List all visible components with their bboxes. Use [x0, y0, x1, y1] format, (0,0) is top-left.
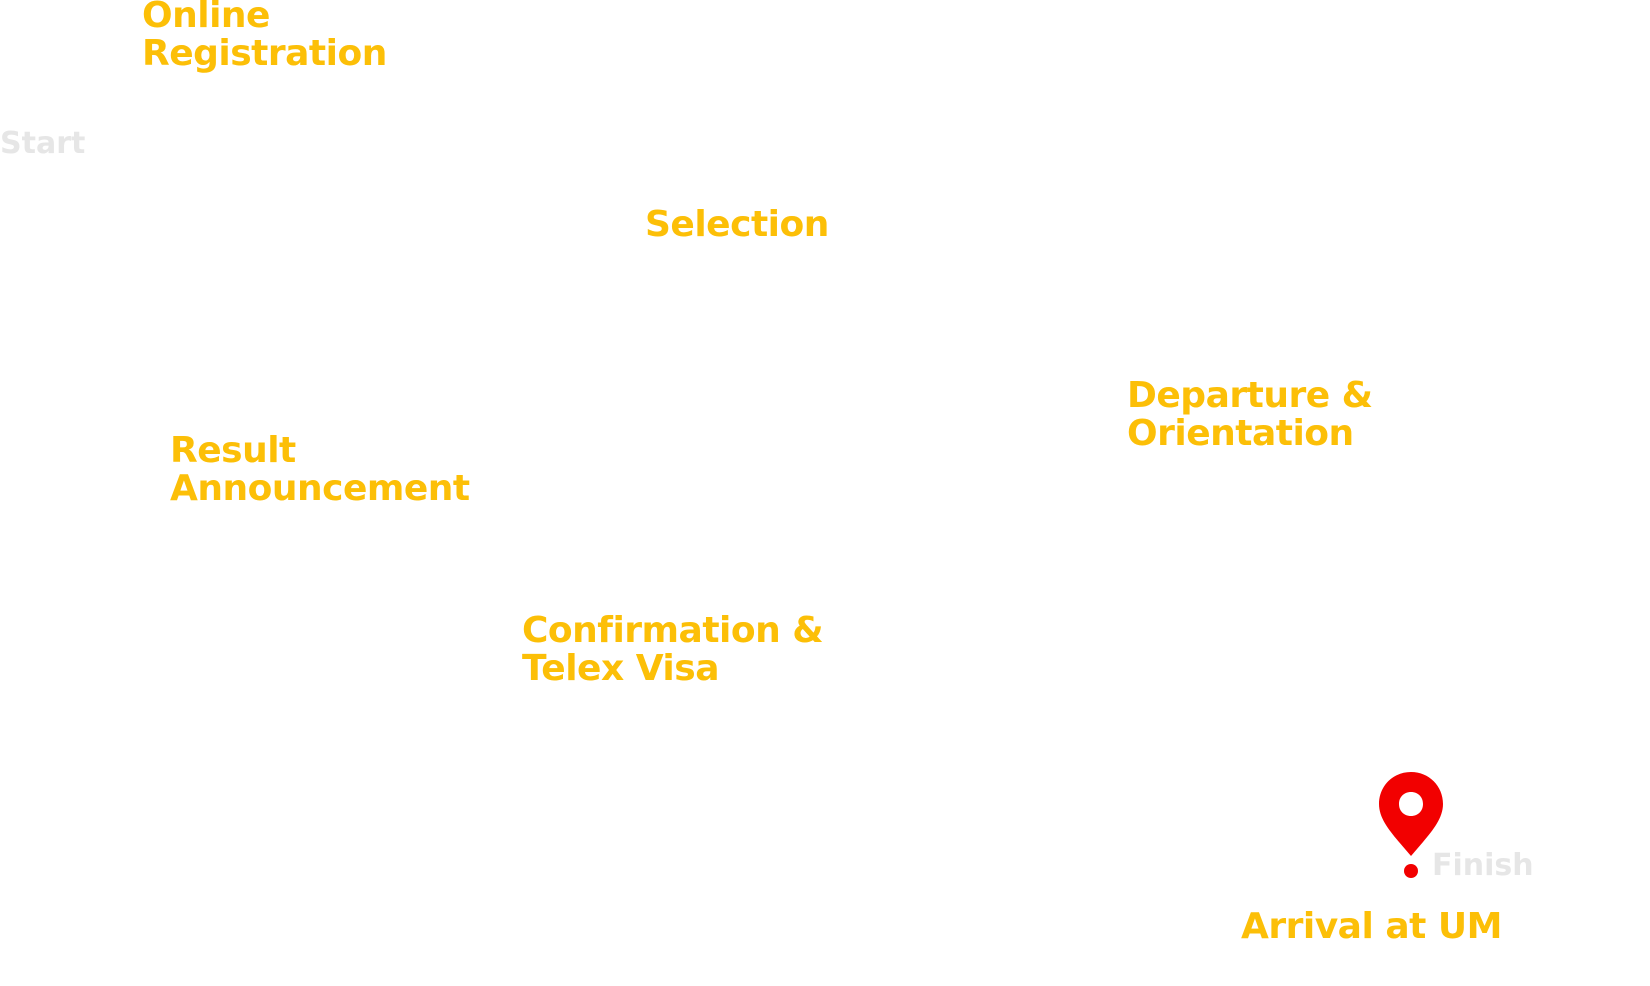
pin-dot	[1404, 864, 1418, 878]
step-line: Registration	[142, 33, 387, 74]
map-pin-icon	[1379, 772, 1443, 878]
step-arrival-at-um: Arrival at UM	[1241, 908, 1502, 946]
step-line: Selection	[645, 204, 829, 245]
start-label: Start	[0, 126, 86, 161]
step-confirmation-telex-visa: Confirmation & Telex Visa	[522, 610, 824, 689]
step-line: Departure &	[1127, 375, 1373, 416]
step-departure-orientation: Departure & Orientation	[1127, 377, 1373, 453]
step-line: Telex Visa	[522, 648, 720, 689]
step-line: Online	[142, 0, 270, 36]
step-line: Arrival at UM	[1241, 906, 1502, 947]
pin-body	[1379, 772, 1443, 856]
step-line: Announcement	[170, 468, 470, 509]
step-line: Result	[170, 430, 296, 471]
step-selection: Selection	[645, 206, 829, 244]
step-result-announcement: Result Announcement	[170, 432, 470, 508]
finish-label: Finish	[1432, 848, 1534, 883]
step-online-registration: Online Registration	[142, 0, 387, 73]
step-line: Confirmation &	[522, 610, 824, 651]
step-line: Orientation	[1127, 413, 1354, 454]
